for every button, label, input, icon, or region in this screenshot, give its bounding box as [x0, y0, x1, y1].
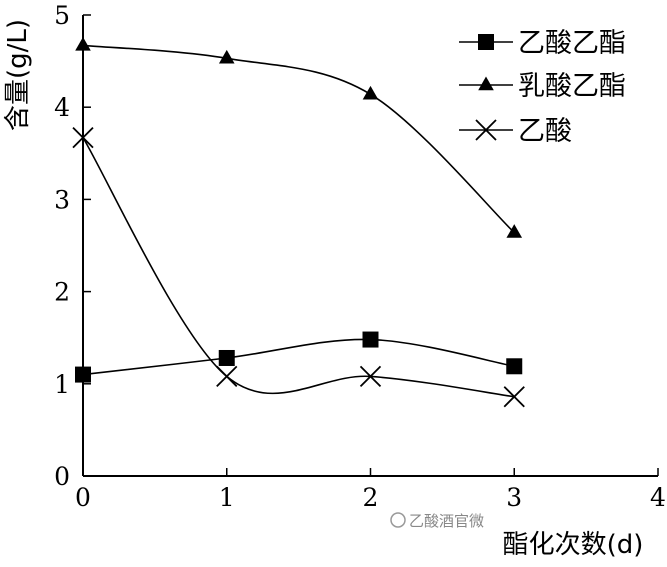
x-tick-label: 0: [75, 483, 91, 512]
data-point-ethyl-lactate: [218, 49, 235, 64]
data-point-acetic-acid: [359, 365, 382, 388]
tick-marks: 0 1 2 3 4 0 1 2 3 4 5: [54, 1, 666, 512]
series-line-acetic-acid: [82, 137, 515, 398]
data-point-acetic-acid: [503, 386, 525, 408]
y-tick-label: 3: [54, 185, 70, 214]
watermark-text: 乙酸酒官微: [409, 512, 484, 530]
x-tick-label: 3: [506, 483, 522, 512]
y-tick-label: 5: [54, 1, 70, 30]
y-tick-label: 2: [54, 278, 70, 307]
legend-label: 乳酸乙酯: [518, 71, 626, 102]
wechat-icon: [390, 512, 406, 528]
data-point-ethyl-lactate: [362, 85, 379, 100]
data-point-ethyl-acetate: [75, 366, 91, 383]
series-lines: [82, 44, 515, 398]
data-point-acetic-acid: [216, 365, 238, 388]
legend-marker: [478, 34, 494, 50]
y-tick-label: 0: [54, 462, 70, 491]
legend-marker: [475, 119, 497, 141]
x-tick-label: 2: [363, 483, 379, 512]
x-tick-label: 1: [219, 483, 235, 512]
data-point-ethyl-lactate: [75, 36, 91, 51]
data-point-ethyl-acetate: [362, 331, 379, 348]
watermark: 乙酸酒官微: [390, 512, 484, 530]
series-line-ethyl-acetate: [82, 338, 515, 376]
series-markers: [72, 36, 525, 408]
legend-label: 乙酸: [518, 116, 572, 147]
legend-marker: [478, 76, 494, 91]
y-axis-label: 含量(g/L): [3, 19, 33, 131]
x-tick-label: 4: [650, 483, 666, 512]
data-point-ethyl-acetate: [506, 358, 523, 375]
legend-label: 乙酸乙酯: [518, 28, 626, 59]
data-point-acetic-acid: [72, 126, 94, 149]
data-point-ethyl-acetate: [218, 349, 235, 366]
series-line-ethyl-lactate: [82, 44, 515, 234]
legend-item-acetic-acid: 乙酸: [459, 116, 572, 147]
legend-item-ethyl-acetate: 乙酸乙酯: [459, 28, 626, 59]
x-axis-label: 酯化次数(d): [503, 530, 644, 560]
y-tick-label: 1: [54, 370, 70, 399]
y-tick-label: 4: [54, 93, 70, 122]
data-point-ethyl-lactate: [506, 224, 523, 238]
legend-item-ethyl-lactate: 乳酸乙酯: [459, 71, 626, 102]
